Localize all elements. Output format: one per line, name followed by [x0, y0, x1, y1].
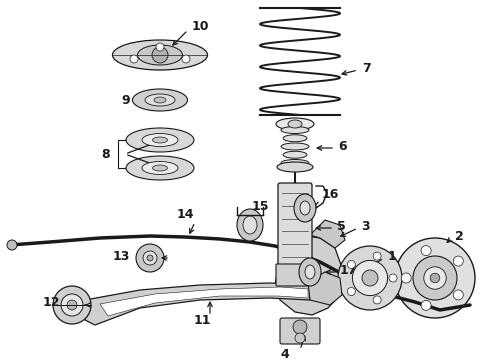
Ellipse shape [126, 156, 194, 180]
Ellipse shape [126, 128, 194, 152]
Polygon shape [85, 283, 310, 325]
Ellipse shape [277, 162, 313, 172]
Ellipse shape [53, 286, 91, 324]
Text: 17: 17 [340, 264, 358, 276]
Circle shape [352, 260, 388, 296]
Ellipse shape [237, 209, 263, 241]
Circle shape [421, 246, 431, 256]
FancyBboxPatch shape [276, 264, 314, 286]
Text: 2: 2 [455, 230, 464, 243]
Circle shape [413, 256, 457, 300]
Circle shape [395, 238, 475, 318]
Ellipse shape [132, 89, 188, 111]
Text: 1: 1 [388, 249, 397, 262]
Ellipse shape [281, 143, 309, 150]
Text: 5: 5 [337, 220, 346, 233]
Ellipse shape [143, 251, 157, 265]
Circle shape [156, 43, 164, 51]
Circle shape [152, 47, 168, 63]
Text: 6: 6 [338, 139, 346, 153]
Circle shape [453, 290, 464, 300]
FancyBboxPatch shape [278, 183, 312, 267]
Text: 16: 16 [322, 189, 340, 202]
Ellipse shape [138, 45, 182, 65]
Text: 8: 8 [101, 148, 110, 161]
Ellipse shape [243, 216, 257, 234]
Text: 11: 11 [193, 314, 211, 327]
Circle shape [362, 270, 378, 286]
Circle shape [401, 273, 411, 283]
Ellipse shape [113, 40, 207, 70]
Ellipse shape [152, 137, 168, 143]
Ellipse shape [294, 194, 316, 222]
Circle shape [338, 246, 402, 310]
Polygon shape [310, 220, 345, 248]
Ellipse shape [142, 134, 178, 147]
Ellipse shape [283, 135, 307, 142]
Ellipse shape [61, 294, 83, 316]
Text: 10: 10 [192, 19, 210, 32]
Circle shape [389, 274, 397, 282]
Circle shape [130, 55, 138, 63]
Ellipse shape [299, 258, 321, 286]
Ellipse shape [147, 255, 153, 261]
Ellipse shape [145, 94, 175, 106]
Text: 3: 3 [361, 220, 369, 233]
Ellipse shape [281, 159, 309, 166]
Ellipse shape [152, 165, 168, 171]
Circle shape [424, 267, 446, 289]
Circle shape [453, 256, 464, 266]
Ellipse shape [276, 118, 314, 130]
Text: 14: 14 [176, 207, 194, 220]
Text: 13: 13 [113, 249, 130, 262]
Text: 4: 4 [280, 348, 289, 360]
Ellipse shape [67, 300, 77, 310]
Ellipse shape [136, 244, 164, 272]
Text: 7: 7 [362, 62, 371, 75]
Ellipse shape [154, 97, 166, 103]
Ellipse shape [142, 162, 178, 175]
Polygon shape [275, 235, 345, 315]
Text: 9: 9 [122, 94, 130, 107]
Circle shape [293, 320, 307, 334]
Ellipse shape [288, 120, 302, 128]
Text: 15: 15 [251, 199, 269, 212]
FancyBboxPatch shape [280, 318, 320, 344]
Ellipse shape [281, 126, 309, 134]
Circle shape [295, 333, 305, 343]
Text: 12: 12 [43, 297, 60, 310]
Circle shape [182, 55, 190, 63]
Polygon shape [100, 287, 308, 316]
Ellipse shape [283, 151, 307, 158]
Ellipse shape [305, 265, 315, 279]
Circle shape [347, 288, 355, 296]
Circle shape [373, 296, 381, 304]
Polygon shape [308, 272, 342, 305]
Circle shape [373, 252, 381, 260]
Circle shape [430, 273, 440, 283]
Circle shape [7, 240, 17, 250]
Circle shape [347, 260, 355, 269]
Ellipse shape [300, 201, 310, 215]
Circle shape [421, 300, 431, 310]
